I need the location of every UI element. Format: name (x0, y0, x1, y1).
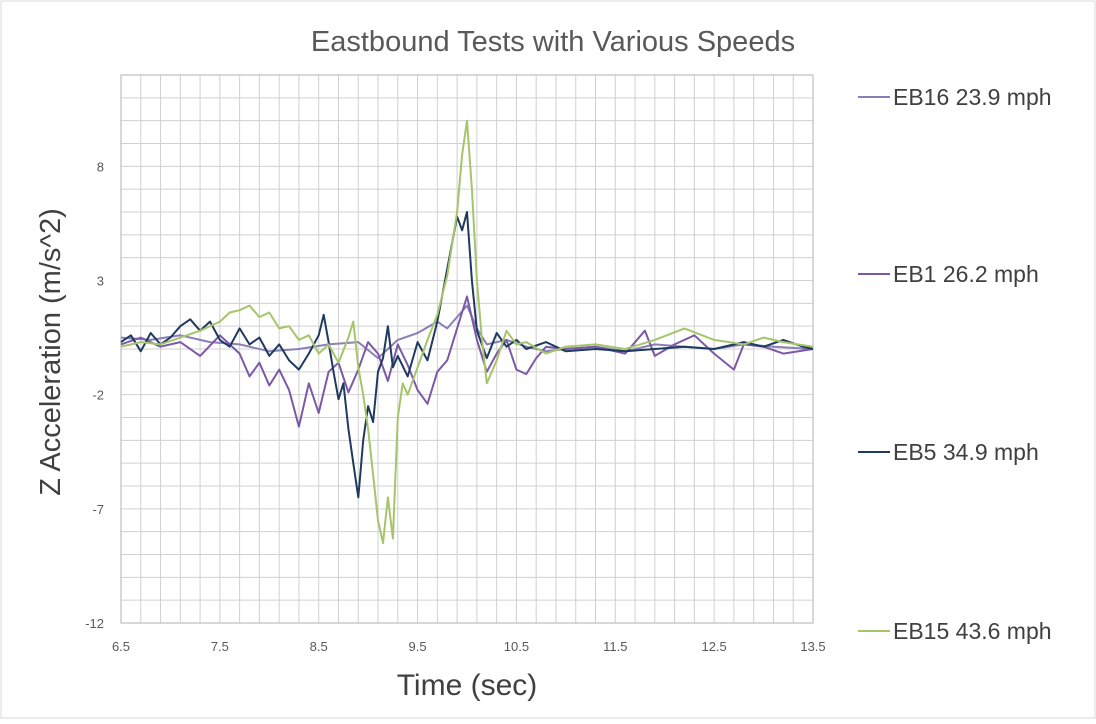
x-tick-label: 13.5 (800, 639, 825, 654)
x-tick-label: 11.5 (603, 639, 627, 654)
chart-title: Eastbound Tests with Various Speeds (311, 26, 795, 58)
x-tick-label: 8.5 (310, 639, 328, 654)
y-tick-label: 3 (97, 274, 104, 289)
x-tick-label: 6.5 (112, 639, 130, 654)
x-tick-label: 10.5 (504, 639, 529, 654)
y-tick-label: -7 (92, 502, 104, 517)
grid (121, 75, 813, 623)
y-tick-label: -2 (92, 388, 104, 403)
x-tick-label: 7.5 (211, 639, 229, 654)
legend-label: EB15 43.6 mph (893, 618, 1052, 644)
x-tick-label: 9.5 (409, 639, 427, 654)
series-line-3 (120, 211, 814, 499)
y-tick-label: -12 (85, 616, 104, 631)
legend-label: EB1 26.2 mph (893, 261, 1039, 287)
legend: EB16 23.9 mph EB1 26.2 mph EB5 34.9 mph EB1… (858, 84, 1052, 644)
legend-label: EB5 34.9 mph (893, 439, 1039, 465)
x-tick-labels: 6.5 7.5 8.5 9.5 10.5 11.5 12.5 13.5 (112, 639, 826, 654)
series-line-2 (120, 295, 814, 428)
y-tick-labels: -12 -7 -2 3 8 (85, 159, 104, 631)
x-axis-title: Time (sec) (397, 669, 538, 702)
y-tick-label: 8 (97, 159, 104, 174)
series-line-4 (120, 119, 814, 545)
legend-label: EB16 23.9 mph (893, 84, 1052, 110)
y-axis-title: Z Acceleration (m/s^2) (35, 208, 67, 496)
x-tick-label: 12.5 (701, 639, 726, 654)
series-lines (120, 119, 814, 545)
